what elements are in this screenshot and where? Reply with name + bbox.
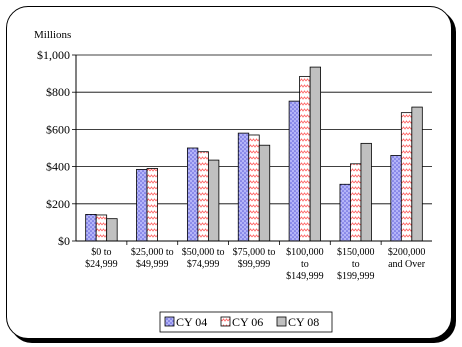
- bar: [288, 100, 301, 242]
- bar: [136, 168, 148, 242]
- bar: [339, 183, 351, 242]
- bar: [186, 147, 199, 242]
- legend-box: [159, 311, 333, 333]
- bar: [248, 134, 260, 242]
- legend-swatch: [220, 316, 231, 327]
- x-tick-label: $199,999: [337, 271, 375, 282]
- y-tick-label: $600: [46, 122, 70, 136]
- bar: [390, 155, 402, 242]
- y-tick-label: $800: [46, 85, 70, 99]
- x-tick-label: $75,000 to: [233, 247, 276, 258]
- x-tick-label: $25,000 to: [131, 247, 174, 258]
- legend-swatch: [276, 316, 287, 327]
- legend-label: CY 06: [232, 315, 263, 329]
- bar: [106, 218, 118, 242]
- bar: [85, 214, 97, 242]
- legend: CY 04 CY 06 CY 08: [159, 311, 333, 333]
- bar: [299, 75, 311, 242]
- bar: [258, 144, 271, 242]
- bar: [146, 168, 158, 242]
- x-tick-label: $49,999: [136, 259, 169, 270]
- x-tick-label: $74,999: [187, 259, 220, 270]
- bar: [350, 163, 362, 242]
- bar: [360, 142, 372, 242]
- y-tick-label: $0: [58, 234, 70, 248]
- x-tick-label: $100,000: [286, 247, 324, 258]
- bar: [197, 151, 209, 242]
- y-tick-label: $1,000: [37, 48, 70, 62]
- x-tick-label: $0 to: [91, 247, 111, 258]
- bars: [85, 66, 423, 242]
- x-tick-label: to: [352, 259, 360, 270]
- x-tick-label: $150,000: [337, 247, 375, 258]
- bar: [309, 66, 322, 242]
- x-tick-label: $200,000: [388, 247, 426, 258]
- bar: [207, 159, 220, 242]
- y-tick-label: $200: [46, 197, 70, 211]
- x-tick-label: to: [301, 259, 309, 270]
- legend-label: CY 04: [176, 315, 207, 329]
- x-tick-label: $50,000 to: [182, 247, 225, 258]
- x-tick-label: and Over: [388, 259, 426, 270]
- legend-swatch: [164, 316, 175, 327]
- legend-label: CY 08: [288, 315, 319, 329]
- axes: $0 $200 $400 $600 $800 $1,000 $0 to$24,999 $25,…: [37, 48, 432, 282]
- x-tick-label: $149,999: [286, 271, 324, 282]
- y-tick-label: $400: [46, 160, 70, 174]
- bar: [237, 132, 250, 242]
- bar: [411, 106, 423, 242]
- y-unit-label: Millions: [34, 29, 71, 41]
- x-tick-label: $99,999: [238, 259, 271, 270]
- x-tick-label: $24,999: [85, 259, 118, 270]
- bar: [400, 112, 413, 242]
- chart-frame: [6, 6, 452, 339]
- bar: [95, 214, 108, 242]
